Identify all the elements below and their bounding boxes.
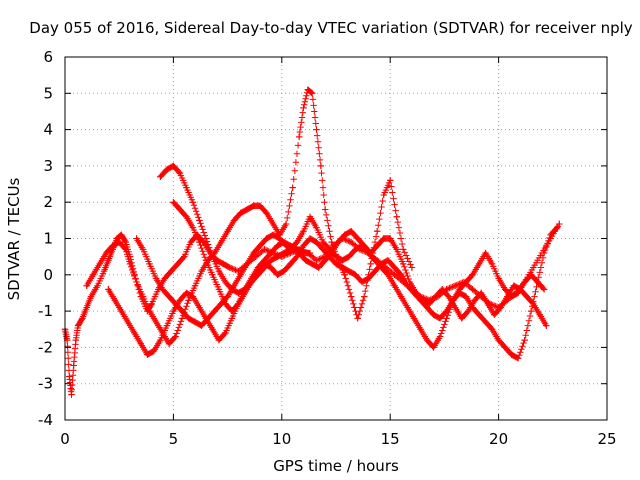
series-sat-track-2 (83, 86, 416, 347)
x-tick-label: 5 (169, 430, 179, 448)
y-tick-label: 0 (43, 266, 53, 284)
y-tick-label: -2 (38, 338, 53, 356)
series-sat-track-6 (133, 228, 550, 329)
y-tick-label: 6 (43, 48, 53, 66)
series-sat-track-5 (170, 199, 561, 362)
x-tick-label: 25 (597, 430, 616, 448)
x-axis-label: GPS time / hours (273, 457, 399, 475)
x-tick-label: 10 (272, 430, 291, 448)
y-tick-label: 2 (43, 193, 53, 211)
y-tick-label: 1 (43, 230, 53, 248)
series-sat-track-1 (61, 220, 563, 398)
x-tick-label: 15 (381, 430, 400, 448)
y-tick-label: -4 (38, 411, 53, 429)
x-tick-label: 20 (489, 430, 508, 448)
y-tick-label: -3 (38, 375, 53, 393)
y-tick-label: 3 (43, 157, 53, 175)
y-axis-label: SDTVAR / TECUs (5, 177, 23, 300)
series-trace (83, 86, 416, 347)
axis-ticks: 0 5 10 15 20 25 -4 -3 -2 -1 0 1 2 3 4 5 6 (38, 48, 617, 448)
y-tick-label: 5 (43, 84, 53, 102)
series-trace (61, 220, 563, 398)
chart-title: Day 055 of 2016, Sidereal Day-to-day VTE… (29, 19, 632, 37)
y-tick-label: 4 (43, 121, 53, 139)
series-trace (133, 228, 550, 329)
x-tick-label: 0 (60, 430, 70, 448)
grid (65, 57, 607, 420)
y-tick-label: -1 (38, 302, 53, 320)
data-points (61, 86, 563, 398)
